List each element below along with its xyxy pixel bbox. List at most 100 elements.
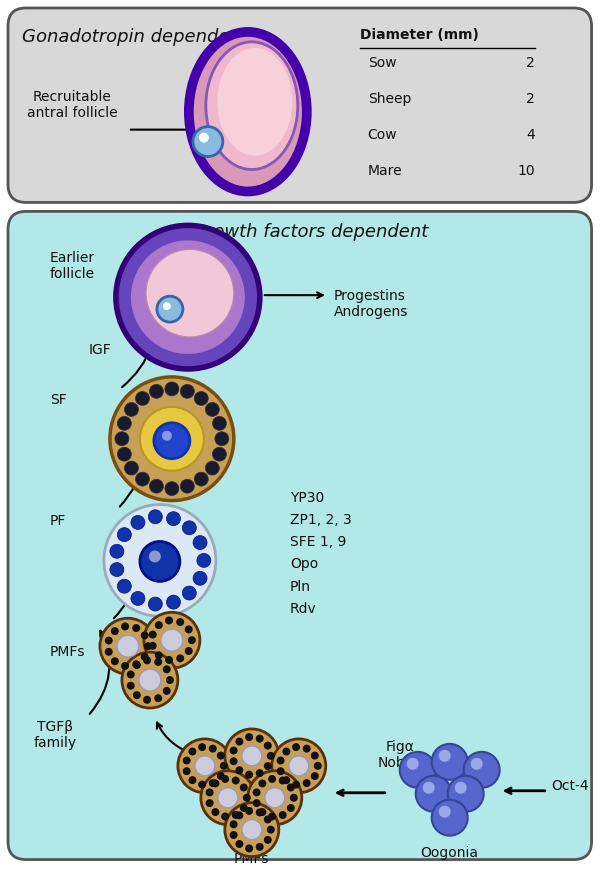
Circle shape [201,771,255,825]
Circle shape [283,776,290,784]
Circle shape [287,804,295,812]
Circle shape [264,815,272,824]
Circle shape [448,776,484,812]
Circle shape [455,782,467,793]
Circle shape [206,799,214,807]
Circle shape [181,384,194,398]
Circle shape [439,806,451,818]
Circle shape [197,554,211,567]
Circle shape [182,586,196,600]
Circle shape [118,416,131,430]
Text: 4: 4 [526,128,535,142]
Circle shape [256,734,264,743]
Circle shape [243,793,251,802]
Circle shape [212,416,226,430]
Circle shape [115,432,129,446]
Circle shape [154,694,162,702]
Circle shape [149,642,157,650]
Text: PMFs: PMFs [234,852,269,866]
Circle shape [122,652,178,708]
Circle shape [163,687,171,695]
Circle shape [185,626,193,634]
Circle shape [181,479,194,494]
Circle shape [194,472,208,486]
Circle shape [149,479,163,494]
Circle shape [185,647,193,655]
Text: Oogonia: Oogonia [421,846,479,859]
Circle shape [277,767,284,775]
Circle shape [230,831,238,839]
Circle shape [278,777,287,785]
Circle shape [132,660,140,668]
Circle shape [118,448,131,461]
Circle shape [105,637,113,645]
Circle shape [140,407,204,471]
Circle shape [311,752,319,760]
Circle shape [118,580,131,594]
Circle shape [149,631,157,639]
Circle shape [140,541,180,581]
Text: Growth factors dependent: Growth factors dependent [191,223,428,242]
Circle shape [253,788,260,796]
Circle shape [144,642,152,650]
FancyBboxPatch shape [8,8,592,202]
Circle shape [265,788,285,807]
Text: Earlier
follicle: Earlier follicle [50,251,95,282]
Circle shape [205,461,219,475]
Circle shape [272,739,326,793]
Circle shape [218,788,238,807]
Circle shape [162,431,172,441]
Circle shape [245,733,253,741]
Circle shape [240,784,248,792]
Circle shape [149,550,161,562]
Circle shape [157,296,183,322]
Circle shape [220,762,228,770]
Circle shape [182,521,196,534]
Circle shape [302,779,311,787]
Circle shape [163,666,171,673]
Circle shape [290,793,298,802]
Circle shape [195,756,215,776]
Circle shape [198,743,206,751]
Text: 10: 10 [517,163,535,177]
Text: Figα
Nobox: Figα Nobox [377,740,422,770]
Circle shape [217,752,225,760]
Circle shape [264,741,272,750]
Circle shape [235,766,244,774]
Circle shape [165,616,173,625]
Circle shape [154,658,162,666]
Circle shape [165,481,179,495]
Circle shape [116,225,260,369]
Circle shape [245,771,253,779]
Text: PF: PF [50,514,67,527]
Circle shape [110,544,124,558]
Circle shape [155,621,163,629]
FancyBboxPatch shape [8,211,592,859]
Circle shape [287,784,295,792]
Circle shape [416,776,452,812]
Circle shape [256,808,264,816]
Circle shape [400,752,436,788]
Circle shape [163,302,171,310]
Circle shape [188,776,196,784]
Text: TGFβ
family: TGFβ family [34,720,77,750]
Circle shape [289,756,309,776]
Circle shape [217,772,225,780]
Circle shape [211,808,220,816]
Circle shape [121,662,129,670]
Circle shape [148,597,162,611]
Circle shape [182,757,191,765]
Circle shape [161,629,183,651]
Circle shape [230,820,238,828]
Circle shape [464,752,500,788]
Circle shape [139,669,161,691]
Circle shape [256,769,264,777]
Circle shape [136,472,149,486]
Circle shape [124,461,139,475]
Circle shape [205,402,219,416]
Text: 2: 2 [526,56,535,70]
Circle shape [264,762,272,770]
Circle shape [193,127,223,156]
Circle shape [198,780,206,788]
Circle shape [194,391,208,406]
